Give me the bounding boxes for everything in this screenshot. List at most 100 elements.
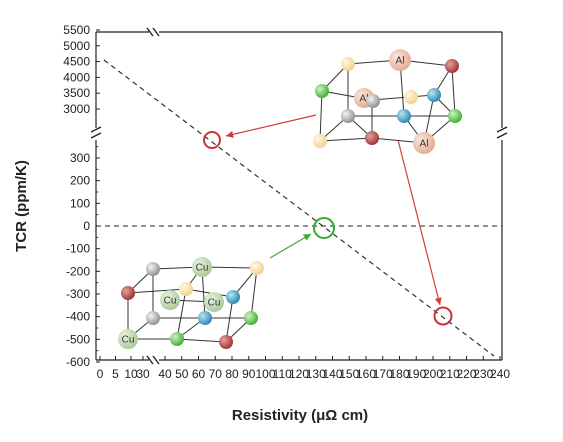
al-crystal-atom	[365, 131, 379, 145]
x-tick-label: 110	[273, 367, 292, 381]
cu-crystal-bond	[176, 288, 187, 340]
al-crystal-atom	[397, 109, 411, 123]
x-tick-label: 5	[112, 367, 119, 381]
y-tick-label: -200	[66, 264, 90, 278]
cu-crystal-atom	[179, 282, 193, 296]
x-tick-label: 40	[158, 367, 172, 381]
al-crystal-bond	[319, 137, 373, 142]
al-crystal-atom-label: Al	[360, 94, 369, 105]
y-tick-label: -300	[66, 287, 90, 301]
x-tick-label: 240	[490, 367, 510, 381]
x-tick-label: 200	[423, 367, 443, 381]
y-break-right-b	[496, 132, 508, 139]
y-break-left-b	[90, 132, 102, 139]
x-break-top-a	[146, 27, 154, 37]
al-crystal-atom-label: Al	[396, 56, 405, 67]
cu-crystal-atom-label: Cu	[122, 335, 135, 346]
y-tick-label: -600	[66, 355, 90, 369]
x-tick-label: 170	[373, 367, 393, 381]
cu-crystal-bond	[127, 288, 187, 294]
x-tick-label: 140	[322, 367, 342, 381]
x-tick-label: 120	[289, 367, 309, 381]
x-tick-label: 190	[406, 367, 426, 381]
y-axis-title: TCR (ppm/K)	[13, 160, 30, 252]
al-crystal-bond	[451, 65, 456, 117]
y-break-left-a	[90, 126, 102, 133]
cu-crystal-atom	[118, 329, 138, 349]
al-crystal-atom	[427, 88, 441, 102]
x-tick-label: 0	[97, 367, 104, 381]
y-tick-label: -100	[66, 242, 90, 256]
y-tick-label: 4500	[63, 55, 90, 69]
cu-crystal-atom	[244, 311, 258, 325]
x-break-top-b	[152, 27, 160, 37]
data-point-marker	[313, 217, 335, 239]
x-tick-label: 80	[225, 367, 239, 381]
x-tick-label: 150	[339, 367, 359, 381]
y-tick-label: 3500	[63, 86, 90, 100]
x-tick-label: 10	[124, 367, 138, 381]
y-tick-label: 5500	[63, 23, 90, 37]
data-point-marker	[203, 131, 221, 149]
al-crystal-atom	[315, 84, 329, 98]
trend-dashed-line	[103, 59, 495, 357]
cu-crystal-atom	[170, 332, 184, 346]
x-tick-label: 230	[473, 367, 493, 381]
al-crystal-atom	[445, 59, 459, 73]
arrow-to-upper-point	[225, 114, 317, 138]
cu-crystal-bond	[250, 267, 258, 319]
cu-crystal-atom	[250, 261, 264, 275]
x-axis-title: Resistivity (μΩ cm)	[232, 407, 368, 424]
cu-crystal-bond	[225, 296, 234, 343]
y-tick-label: -400	[66, 310, 90, 324]
x-tick-label: 90	[242, 367, 256, 381]
cu-crystal-atom	[121, 286, 135, 300]
al-crystal-atom	[413, 132, 435, 154]
y-tick-label: 300	[70, 151, 90, 165]
al-crystal-atom	[448, 109, 462, 123]
arrow-to-green-point	[269, 233, 312, 259]
y-tick-label: 0	[83, 219, 90, 233]
x-tick-label: 30	[136, 367, 150, 381]
arrow-to-lower-point	[397, 139, 442, 306]
x-tick-label: 180	[389, 367, 409, 381]
cu-crystal-atom-label: Cu	[208, 298, 221, 309]
cu-crystal-bond	[185, 288, 234, 298]
cu-crystal-atom	[219, 335, 233, 349]
cu-crystal-atom	[160, 290, 180, 310]
x-tick-label: 70	[209, 367, 223, 381]
y-tick-label: 100	[70, 196, 90, 210]
al-crystal-atom-label: Al	[420, 139, 429, 150]
x-tick-label: 210	[440, 367, 460, 381]
x-tick-label: 100	[255, 367, 275, 381]
al-crystal-atom	[313, 134, 327, 148]
x-tick-label: 50	[175, 367, 189, 381]
cu-crystal-atom	[146, 311, 160, 325]
cu-crystal-atom-label: Cu	[164, 296, 177, 307]
y-tick-label: 5000	[63, 39, 90, 53]
cu-crystal-bond	[176, 338, 227, 343]
x-break-bottom-b	[152, 355, 160, 365]
al-crystal-bond	[319, 90, 323, 142]
al-crystal-atom	[341, 57, 355, 71]
al-crystal-atom	[404, 90, 418, 104]
x-tick-label: 220	[456, 367, 476, 381]
x-tick-label: 160	[356, 367, 376, 381]
y-tick-label: 4000	[63, 70, 90, 84]
y-tick-label: 200	[70, 174, 90, 188]
data-point-marker	[433, 306, 453, 326]
y-tick-label: -500	[66, 332, 90, 346]
x-tick-label: 130	[306, 367, 326, 381]
cu-crystal-atom	[146, 262, 160, 276]
al-crystal-atom	[341, 109, 355, 123]
cu-crystal-atom	[192, 257, 212, 277]
cu-crystal-atom	[198, 311, 212, 325]
x-tick-label: 60	[192, 367, 206, 381]
y-break-right-a	[496, 126, 508, 133]
al-crystal-atom	[389, 49, 411, 71]
cu-crystal-atom	[204, 292, 224, 312]
al-crystal-atom	[366, 94, 380, 108]
cu-crystal-atom	[226, 290, 240, 304]
